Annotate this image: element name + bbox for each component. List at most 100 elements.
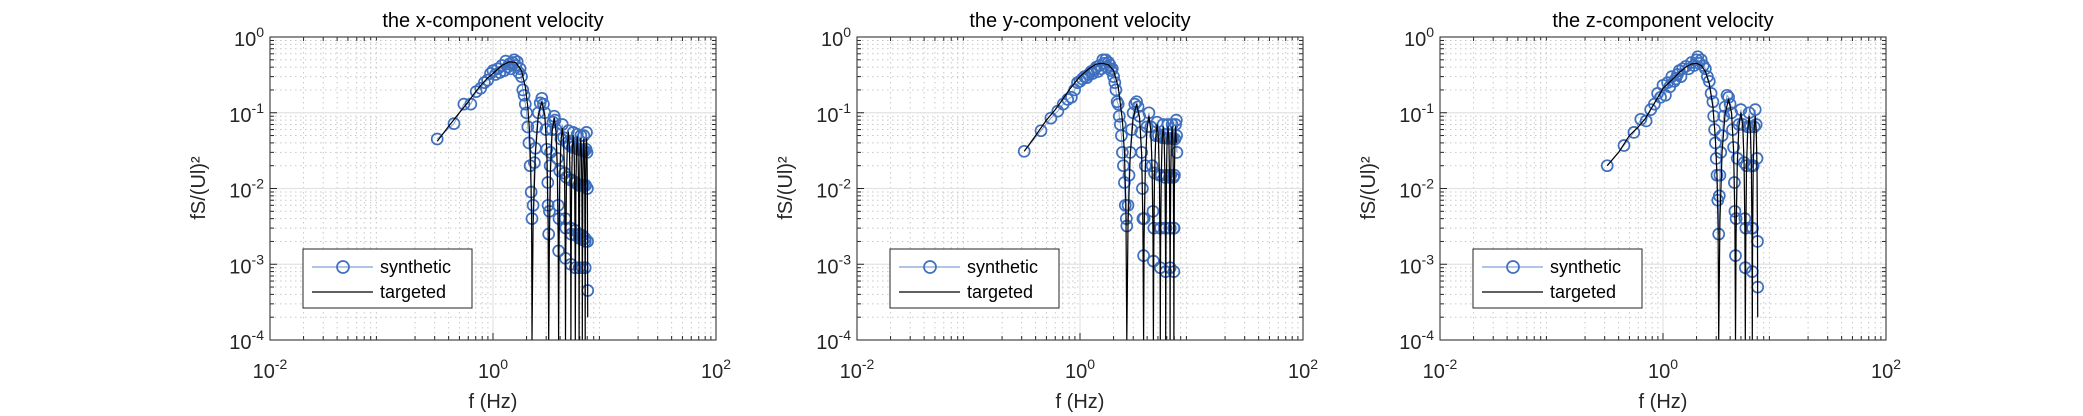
synthetic-point: [1699, 62, 1712, 76]
y-tick-label: 100: [1404, 24, 1434, 51]
y-tick-label: 10-1: [1399, 100, 1434, 127]
y-tick-label: 100: [234, 24, 264, 51]
x-axis-label: f (Hz): [1056, 391, 1105, 413]
chart-title: the z-component velocity: [1552, 10, 1773, 32]
legend-label-targeted: targeted: [1550, 282, 1616, 302]
axes-box: [1439, 36, 1887, 341]
legend-box: [302, 248, 473, 309]
plot-area: [856, 36, 1304, 341]
subplot-y-velocity: the y-component velocity f (Hz) fS/(Ul)²…: [775, 10, 1318, 413]
synthetic-point: [1600, 159, 1614, 173]
legend-box: [1472, 248, 1643, 309]
y-axis-label: fS/(Ul)²: [775, 156, 797, 220]
y-tick-label: 10-2: [229, 176, 264, 203]
synthetic-point: [478, 76, 491, 89]
synthetic-point: [1112, 109, 1126, 123]
axes-box: [269, 36, 717, 341]
legend-label-targeted: targeted: [967, 282, 1033, 302]
synthetic-point: [1017, 144, 1031, 158]
synthetic-point: [1617, 139, 1631, 152]
x-axis-label: f (Hz): [469, 391, 518, 413]
legend-box: [889, 248, 1060, 309]
legend-synthetic-marker: [1506, 260, 1520, 274]
synthetic-point: [1105, 62, 1119, 76]
synthetic-point: [516, 83, 530, 97]
legend-synthetic-marker: [923, 260, 937, 274]
y-tick-label: 10-3: [229, 251, 264, 278]
series-targeted: [1606, 62, 1759, 340]
x-tick-label: 102: [1871, 356, 1901, 383]
synthetic-point: [1720, 88, 1734, 102]
x-axis-label: f (Hz): [1639, 391, 1688, 413]
series-targeted: [1023, 62, 1177, 340]
legend-synthetic-marker: [336, 260, 350, 274]
synthetic-point: [1120, 219, 1134, 233]
synthetic-point: [1712, 189, 1726, 203]
y-axis-label: fS/(Ul)²: [1358, 156, 1380, 220]
plot-area: [1439, 36, 1887, 341]
synthetic-point: [1104, 64, 1118, 77]
synthetic-point: [1748, 103, 1762, 116]
x-tick-label: 10-2: [253, 356, 288, 383]
y-tick-label: 10-3: [816, 251, 851, 278]
targeted-line: [436, 61, 589, 340]
synthetic-point: [1722, 90, 1735, 104]
synthetic-point: [447, 117, 461, 130]
legend-label-synthetic: synthetic: [967, 257, 1038, 277]
targeted-line: [1606, 62, 1759, 340]
synthetic-point: [1116, 146, 1129, 159]
y-tick-label: 10-2: [816, 176, 851, 203]
y-tick-label: 10-1: [229, 100, 264, 127]
axes-box: [856, 36, 1304, 341]
x-tick-label: 102: [1288, 356, 1318, 383]
synthetic-point: [1715, 129, 1729, 142]
synthetic-point: [521, 120, 535, 134]
synthetic-point: [507, 53, 521, 67]
synthetic-point: [580, 126, 593, 139]
synthetic-point: [457, 97, 471, 111]
targeted-line: [1023, 62, 1177, 340]
x-tick-label: 10-2: [840, 356, 875, 383]
synthetic-point: [1639, 114, 1653, 128]
y-tick-label: 10-2: [1399, 176, 1434, 203]
synthetic-point: [517, 88, 531, 102]
synthetic-point: [1111, 97, 1125, 111]
x-tick-label: 100: [1648, 356, 1678, 383]
x-tick-label: 10-2: [1423, 356, 1458, 383]
synthetic-point: [1130, 95, 1143, 109]
y-tick-label: 10-4: [229, 327, 264, 354]
y-axis-label: fS/(Ul)²: [188, 156, 210, 220]
synthetic-point: [1108, 76, 1122, 89]
y-tick-label: 10-3: [1399, 251, 1434, 278]
y-tick-label: 10-4: [1399, 327, 1434, 354]
chart-title: the x-component velocity: [382, 10, 603, 32]
legend-label-synthetic: synthetic: [380, 257, 451, 277]
synthetic-point: [1723, 97, 1737, 111]
synthetic-point: [1714, 146, 1728, 159]
synthetic-point: [513, 62, 527, 76]
y-tick-label: 100: [821, 24, 851, 51]
synthetic-point: [1676, 62, 1689, 76]
legend: synthetic targeted: [889, 248, 1060, 309]
y-tick-label: 10-1: [816, 100, 851, 127]
series-targeted: [436, 61, 589, 340]
x-tick-label: 100: [478, 356, 508, 383]
x-tick-label: 102: [701, 356, 731, 383]
synthetic-point: [1117, 159, 1130, 173]
synthetic-point: [1109, 83, 1123, 97]
synthetic-point: [1044, 111, 1058, 125]
legend-label-targeted: targeted: [380, 282, 446, 302]
synthetic-point: [1065, 90, 1078, 104]
subplot-z-velocity: the z-component velocity f (Hz) fS/(Ul)²…: [1358, 10, 1901, 413]
legend: synthetic targeted: [1472, 248, 1643, 309]
synthetic-point: [1713, 168, 1727, 182]
x-tick-label: 100: [1065, 356, 1095, 383]
synthetic-point: [1691, 50, 1705, 64]
synthetic-point: [1034, 124, 1048, 138]
y-tick-label: 10-4: [816, 327, 851, 354]
chart-title: the y-component velocity: [969, 10, 1190, 32]
synthetic-point: [430, 132, 444, 146]
synthetic-point: [1627, 126, 1641, 139]
synthetic-point: [518, 97, 532, 111]
